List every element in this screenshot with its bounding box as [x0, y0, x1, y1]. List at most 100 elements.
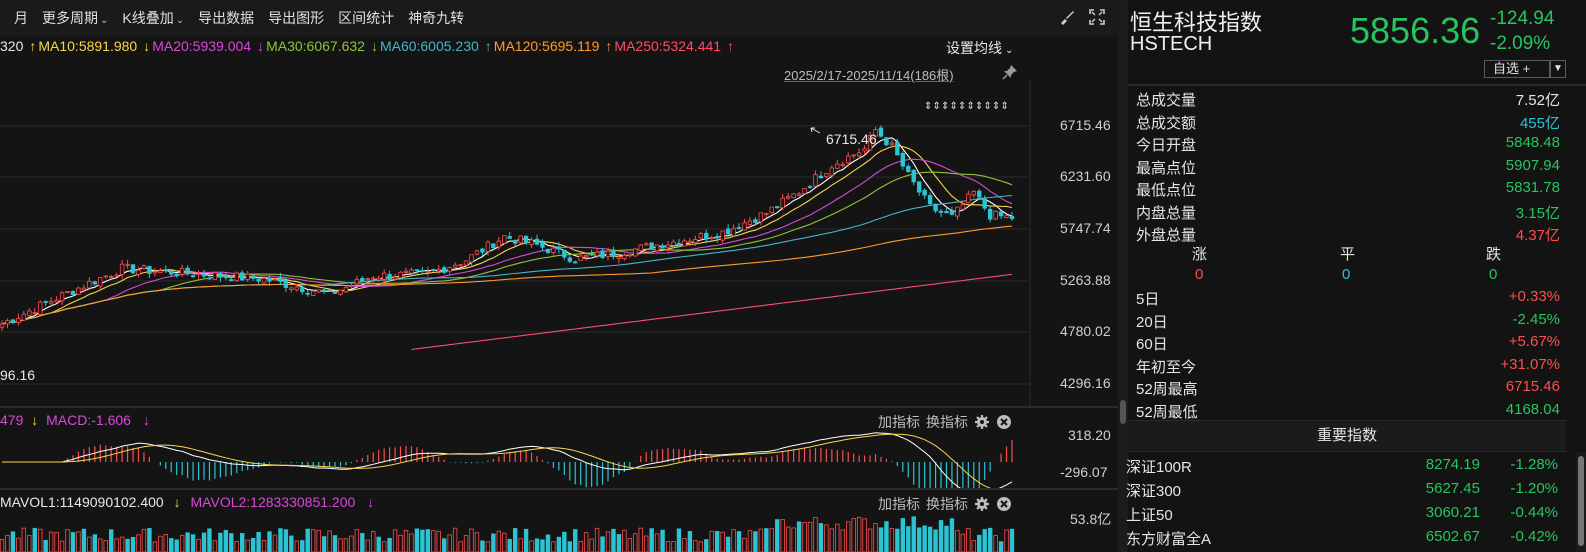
chart-scroll-thumb[interactable] — [1120, 400, 1126, 424]
up-label: 涨 — [1192, 246, 1208, 263]
gear-icon[interactable] — [974, 414, 990, 430]
range-stats-button[interactable]: 区间统计 — [338, 10, 395, 26]
candle-body — [158, 270, 163, 274]
candle-body — [589, 252, 594, 256]
macd-chart[interactable] — [0, 432, 1118, 490]
index-change-pct: -2.09% — [1490, 33, 1551, 54]
volume-bar — [234, 541, 239, 552]
period-return-label: 60日 — [1136, 336, 1168, 353]
ma60-value: MA60:6005.230 — [379, 38, 479, 54]
volume-bar — [747, 530, 753, 552]
volume-bar — [392, 529, 398, 552]
candle-body — [300, 287, 305, 293]
candle-body — [103, 275, 108, 278]
macd-axis-top: 318.20 — [1068, 427, 1111, 443]
candle-body — [949, 211, 955, 215]
magic-nine-button[interactable]: 神奇九转 — [408, 10, 465, 26]
candle-body — [523, 235, 529, 243]
more-periods-dropdown[interactable]: 更多周期 ⌄ — [42, 8, 108, 28]
macd-histogram — [66, 440, 1013, 490]
index-row[interactable]: 深证300 5627.45 -1.20% — [1126, 480, 1558, 504]
volume-bar — [229, 533, 234, 552]
volume-bar — [873, 523, 878, 552]
candle-body — [977, 190, 982, 198]
period-month-button[interactable]: 月 — [14, 10, 28, 26]
quote-panel — [1118, 0, 1586, 552]
chart-toolbar: 月 更多周期 ⌄ K线叠加 ⌄ 导出数据 导出图形 区间统计 神奇九转 — [0, 0, 1118, 36]
add-watchlist-button[interactable]: 自选 + — [1484, 60, 1550, 78]
candle-body — [387, 273, 392, 280]
kline-chart[interactable]: ⇕ ⇕ ⇕ ⇕ ⇕ ⇕ ⇕ ⇕ ⇕ ⇕ 6715.46 96.16 — [0, 80, 1118, 406]
volume-bar — [38, 528, 43, 552]
export-image-button[interactable]: 导出图形 — [268, 10, 325, 26]
index-row[interactable]: 深证100R 8274.19 -1.28% — [1126, 456, 1558, 480]
candle-body — [562, 249, 567, 258]
volume-bar — [5, 534, 10, 552]
candle-body — [769, 206, 774, 214]
switch-indicator-button[interactable]: 换指标 — [926, 496, 968, 512]
index-row-name: 深证100R — [1126, 459, 1192, 476]
signal-marker: ⇕ — [984, 101, 992, 112]
candle-body — [687, 240, 693, 244]
candle-body — [409, 269, 414, 274]
volume-bar — [660, 529, 665, 552]
volume-bar — [463, 535, 469, 552]
volume-bar — [916, 527, 922, 552]
volume-bar — [851, 518, 856, 552]
ma30-arrow: ↓ — [257, 38, 265, 54]
add-indicator-button[interactable]: 加指标 — [878, 496, 920, 512]
volume-bar — [496, 530, 502, 552]
candle-body — [87, 281, 92, 289]
candle-body — [207, 277, 212, 280]
period-return-label: 5日 — [1136, 291, 1160, 308]
watchlist-dropdown[interactable]: ▼ — [1550, 60, 1566, 78]
fullscreen-icon[interactable] — [1088, 8, 1106, 26]
volume-bar — [578, 540, 583, 552]
volume-bar — [316, 530, 321, 552]
gear-icon[interactable] — [974, 496, 990, 512]
volume-bar — [742, 537, 747, 552]
candle-body — [573, 261, 578, 264]
side-scroll-thumb[interactable] — [1578, 456, 1584, 546]
index-row[interactable]: 东方财富全A 6502.67 -0.42% — [1126, 528, 1558, 552]
switch-indicator-button[interactable]: 换指标 — [926, 414, 968, 430]
macd-arrow: ↓ — [142, 412, 150, 428]
chart-scrollbar[interactable] — [1118, 0, 1128, 552]
stat-label: 内盘总量 — [1136, 204, 1197, 222]
chevron-down-icon: ⌄ — [175, 15, 185, 26]
date-range-label[interactable]: 2025/2/17-2025/11/14(186根) — [784, 68, 954, 83]
volume-bar — [895, 528, 900, 552]
candle-body — [682, 240, 687, 247]
volume-bar — [207, 528, 212, 552]
candle-body — [633, 248, 638, 257]
candle-body — [414, 269, 420, 272]
volume-bar — [824, 524, 829, 552]
close-icon[interactable] — [996, 414, 1012, 430]
index-row[interactable]: 上证50 3060.21 -0.44% — [1126, 504, 1558, 528]
volume-bar — [725, 536, 731, 552]
kline-overlay-dropdown[interactable]: K线叠加 ⌄ — [122, 8, 184, 28]
volume-chart[interactable] — [0, 512, 1118, 552]
candle-body — [775, 206, 780, 209]
candle-body — [442, 267, 447, 273]
stat-label: 外盘总量 — [1136, 227, 1197, 244]
candle-body — [802, 188, 807, 194]
volume-bar — [884, 521, 889, 552]
price-axis-label: 6715.46 — [1060, 117, 1111, 133]
volume-bar — [758, 528, 764, 552]
close-icon[interactable] — [996, 496, 1012, 512]
brush-icon[interactable] — [1058, 8, 1076, 26]
signal-marker: ⇕ — [933, 101, 941, 112]
ma-settings-dropdown[interactable]: 设置均线 ⌄ — [946, 38, 1013, 58]
candle-body — [452, 264, 458, 268]
signal-marker: ⇕ — [967, 101, 975, 112]
add-indicator-button[interactable]: 加指标 — [878, 414, 920, 430]
index-row-price: 5627.45 — [1425, 480, 1480, 497]
export-data-button[interactable]: 导出数据 — [198, 10, 255, 26]
volume-bar — [709, 530, 714, 552]
volume-bar — [802, 522, 807, 552]
candle-body — [873, 129, 878, 137]
candle-body — [545, 248, 551, 253]
candle-body — [846, 155, 851, 164]
pin-icon[interactable] — [1002, 64, 1018, 80]
